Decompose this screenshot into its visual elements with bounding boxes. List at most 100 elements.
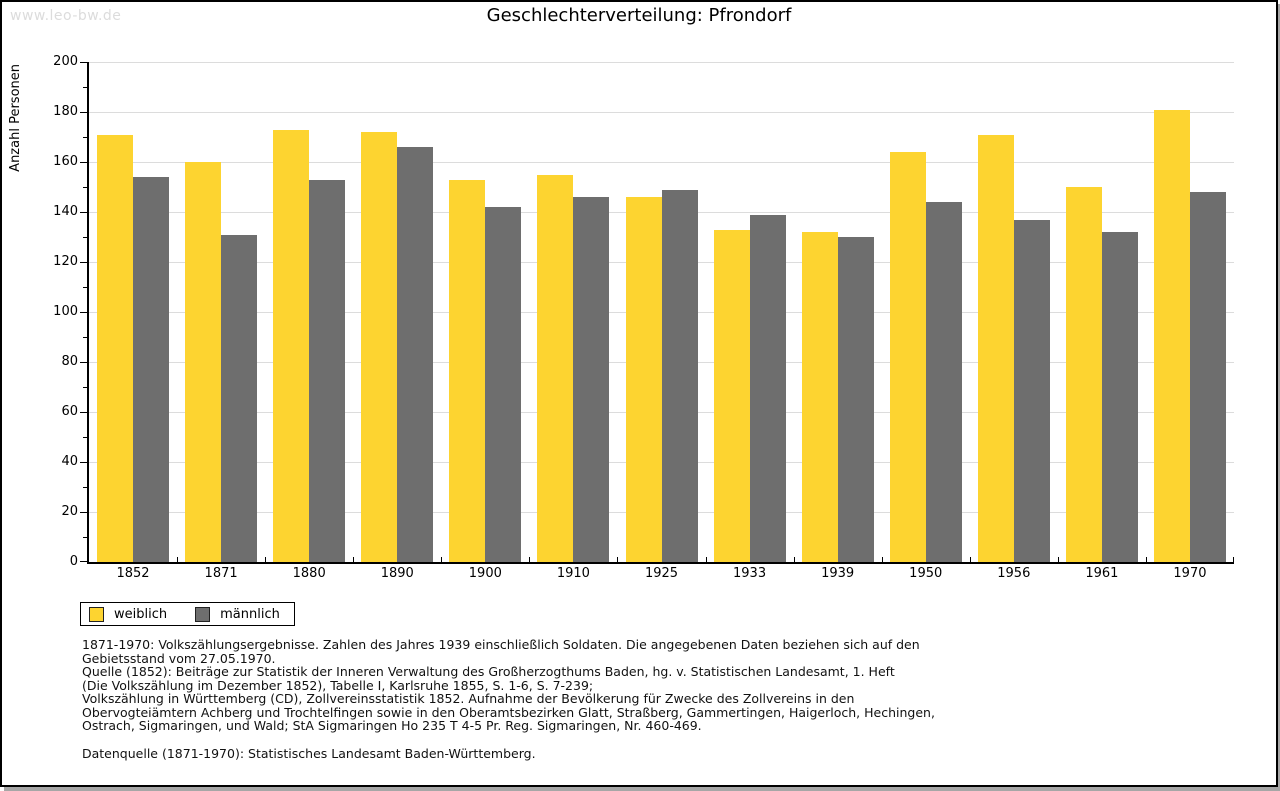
- bar-weiblich-1910: [537, 174, 574, 562]
- bar-weiblich-1871: [185, 162, 222, 562]
- y-tick-label-80: 80: [61, 354, 78, 369]
- legend-label-weiblich: weiblich: [114, 606, 168, 622]
- y-tick-180: [80, 112, 87, 113]
- bar-männlich-1961: [1101, 232, 1138, 562]
- bar-männlich-1950: [925, 202, 962, 562]
- x-boundary-tick-2: [265, 557, 267, 562]
- y-tick-label-60: 60: [61, 404, 78, 419]
- source-notes: 1871-1970: Volkszählungsergebnisse. Zahl…: [82, 638, 935, 733]
- x-tick-label-1961: 1961: [1085, 566, 1119, 581]
- source-line: (Die Volkszählung im Dezember 1852), Tab…: [82, 677, 594, 693]
- y-minor-tick-110: [83, 287, 87, 288]
- gridline-180: [89, 112, 1234, 113]
- y-tick-60: [80, 412, 87, 413]
- y-minor-tick-150: [83, 187, 87, 188]
- legend-swatch-maennlich: [195, 606, 211, 622]
- x-tick-label-1852: 1852: [116, 566, 150, 581]
- y-axis-label: Anzahl Personen: [8, 64, 23, 172]
- y-minor-tick-190: [83, 87, 87, 88]
- y-minor-tick-30: [83, 487, 87, 488]
- y-minor-tick-50: [83, 437, 87, 438]
- x-tick-label-1890: 1890: [380, 566, 414, 581]
- legend-label-maennlich: männlich: [220, 606, 280, 622]
- x-tick-label-1933: 1933: [733, 566, 767, 581]
- bar-weiblich-1933: [713, 229, 750, 562]
- bar-weiblich-1956: [977, 134, 1014, 562]
- legend-item-maennlich: männlich: [195, 606, 280, 622]
- y-tick-200: [80, 62, 87, 63]
- source-line: Obervogteiämtern Achberg und Trochtelfin…: [82, 704, 935, 720]
- y-tick-80: [80, 362, 87, 363]
- x-tick-label-1880: 1880: [292, 566, 326, 581]
- x-boundary-tick-3: [353, 557, 355, 562]
- bar-männlich-1900: [485, 207, 522, 562]
- x-boundary-tick-8: [793, 557, 795, 562]
- x-tick-label-1939: 1939: [821, 566, 855, 581]
- y-minor-tick-70: [83, 387, 87, 388]
- x-boundary-tick-1: [177, 557, 179, 562]
- legend-swatch-weiblich: [89, 606, 104, 622]
- source-line: Quelle (1852): Beiträge zur Statistik de…: [82, 664, 895, 679]
- x-tick-label-1950: 1950: [909, 566, 943, 581]
- bar-weiblich-1939: [801, 232, 838, 562]
- source-line: Volkszählung in Württemberg (CD), Zollve…: [82, 691, 855, 706]
- bar-männlich-1925: [661, 189, 698, 562]
- y-tick-label-140: 140: [53, 204, 78, 219]
- y-tick-label-40: 40: [61, 454, 78, 469]
- y-minor-tick-130: [83, 237, 87, 238]
- datasource-note: Datenquelle (1871-1970): Statistisches L…: [82, 746, 536, 761]
- bar-männlich-1933: [749, 214, 786, 562]
- x-boundary-tick-12: [1145, 557, 1147, 562]
- y-minor-tick-10: [83, 537, 87, 538]
- bar-weiblich-1925: [625, 197, 662, 562]
- x-tick-label-1956: 1956: [997, 566, 1031, 581]
- bar-männlich-1852: [133, 177, 170, 562]
- source-line: Ostrach, Sigmaringen, und Wald; StA Sigm…: [82, 718, 702, 733]
- y-tick-label-180: 180: [53, 104, 78, 119]
- y-tick-label-120: 120: [53, 254, 78, 269]
- bar-männlich-1939: [837, 237, 874, 562]
- x-tick-label-1970: 1970: [1173, 566, 1207, 581]
- y-minor-tick-170: [83, 137, 87, 138]
- y-tick-100: [80, 312, 87, 313]
- y-tick-20: [80, 512, 87, 513]
- x-boundary-tick-5: [529, 557, 531, 562]
- gridline-200: [89, 62, 1234, 63]
- x-tick-label-1910: 1910: [556, 566, 590, 581]
- bar-weiblich-1852: [97, 134, 134, 562]
- y-minor-tick-90: [83, 337, 87, 338]
- x-tick-label-1871: 1871: [204, 566, 238, 581]
- x-tick-label-1900: 1900: [468, 566, 502, 581]
- legend: weiblich männlich: [80, 602, 295, 626]
- legend-item-weiblich: weiblich: [89, 606, 168, 622]
- x-boundary-tick-11: [1057, 557, 1059, 562]
- x-boundary-tick-7: [705, 557, 707, 562]
- y-tick-0: [80, 561, 87, 562]
- y-tick-40: [80, 462, 87, 463]
- y-tick-label-200: 200: [53, 54, 78, 69]
- bar-männlich-1871: [221, 234, 258, 562]
- x-boundary-tick-13: [1233, 557, 1234, 562]
- y-tick-160: [80, 162, 87, 163]
- x-boundary-tick-9: [881, 557, 883, 562]
- bar-weiblich-1900: [449, 179, 486, 562]
- y-tick-label-20: 20: [61, 504, 78, 519]
- bar-weiblich-1961: [1065, 187, 1102, 562]
- bar-weiblich-1880: [273, 129, 310, 562]
- source-line: 1871-1970: Volkszählungsergebnisse. Zahl…: [82, 637, 920, 652]
- bar-weiblich-1890: [361, 132, 398, 562]
- watermark-leo-bw: www.leo-bw.de: [10, 8, 122, 24]
- x-boundary-tick-4: [441, 557, 443, 562]
- gridline-160: [89, 162, 1234, 163]
- y-tick-140: [80, 212, 87, 213]
- x-boundary-tick-10: [969, 557, 971, 562]
- y-tick-label-160: 160: [53, 154, 78, 169]
- bar-männlich-1956: [1013, 219, 1050, 562]
- y-tick-120: [80, 262, 87, 263]
- bar-männlich-1890: [397, 147, 434, 562]
- bar-männlich-1970: [1189, 192, 1226, 562]
- plot-area: 0 20 40 60 80 100 120 140 160 180 200 1852 1871 1880 1…: [53, 55, 1234, 581]
- bar-weiblich-1950: [889, 152, 926, 562]
- bar-männlich-1880: [309, 179, 346, 562]
